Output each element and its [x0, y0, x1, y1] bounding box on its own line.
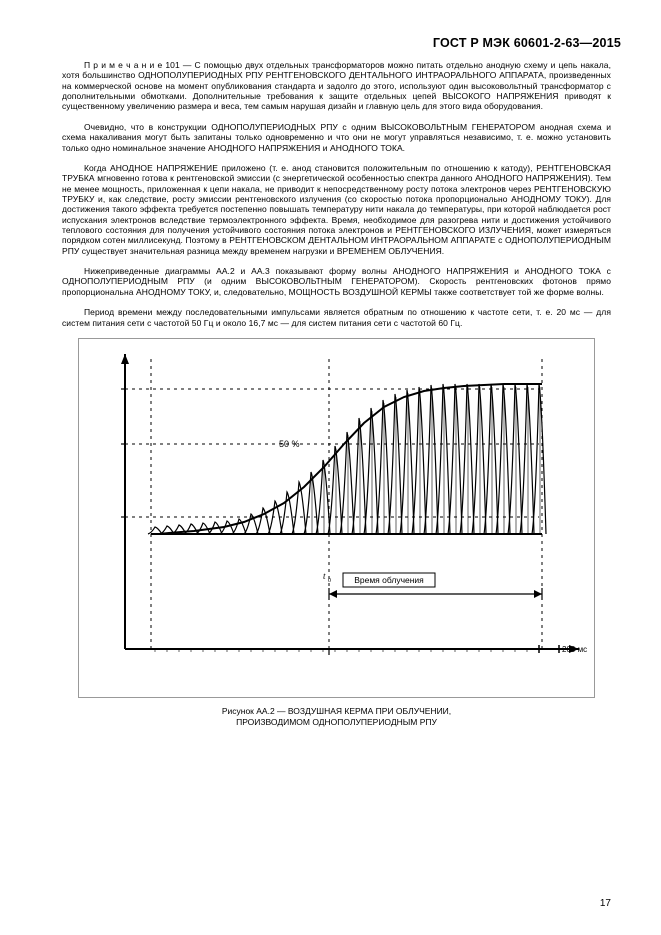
caption-line-2: ПРОИЗВОДИМОМ ОДНОПОЛУПЕРИОДНЫМ РПУ: [236, 717, 437, 727]
chart-svg: 50 % t0 Время облучения 200 мс: [79, 339, 594, 697]
svg-text:50 %: 50 %: [279, 439, 300, 449]
para-2: Очевидно, что в конструкции ОДНОПОЛУПЕРИ…: [62, 122, 611, 153]
figure-aa2: 50 % t0 Время облучения 200 мс: [78, 338, 595, 698]
doc-header: ГОСТ Р МЭК 60601-2-63—2015: [62, 36, 621, 50]
para-4: Нижеприведенные диаграммы АА.2 и АА.3 по…: [62, 266, 611, 297]
svg-text:Время облучения: Время облучения: [354, 575, 424, 585]
caption-line-1: Рисунок АА.2 — ВОЗДУШНАЯ КЕРМА ПРИ ОБЛУЧ…: [222, 706, 451, 716]
page-number: 17: [600, 898, 611, 909]
svg-text:0: 0: [328, 578, 331, 584]
para-3: Когда АНОДНОЕ НАПРЯЖЕНИЕ приложено (т. е…: [62, 163, 611, 256]
figure-caption: Рисунок АА.2 — ВОЗДУШНАЯ КЕРМА ПРИ ОБЛУЧ…: [62, 706, 611, 727]
para-5: Период времени между последовательными и…: [62, 307, 611, 328]
svg-text:t: t: [323, 571, 326, 581]
svg-text:200 мс: 200 мс: [562, 645, 587, 654]
note-101: П р и м е ч а н и е 101 — С помощью двух…: [62, 60, 611, 112]
